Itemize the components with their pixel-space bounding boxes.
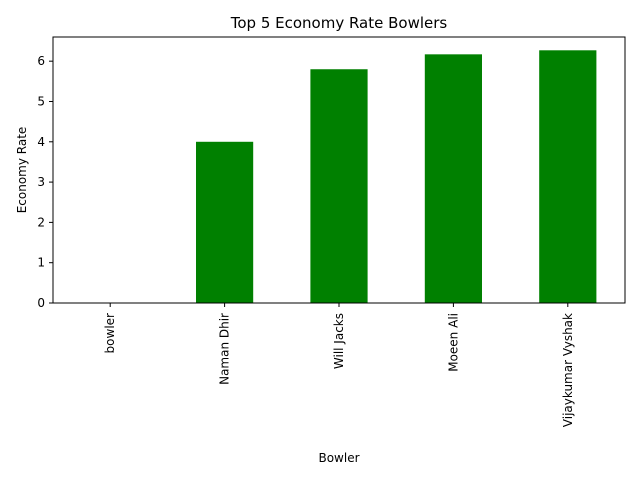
plot-frame: [52, 36, 626, 304]
x-tick-label: Naman Dhir: [218, 313, 232, 385]
bar: [196, 141, 254, 303]
x-tick-label: bowler: [103, 313, 117, 353]
bar: [310, 69, 368, 303]
x-axis-ticks: bowler Naman Dhir Will Jacks Moeen Ali Vijay…: [103, 303, 575, 427]
bars: [196, 50, 597, 303]
y-tick-label: 5: [37, 94, 45, 108]
y-tick-label: 3: [37, 175, 45, 189]
bar: [539, 50, 597, 303]
y-tick-label: 2: [37, 215, 45, 229]
x-axis-label: Bowler: [318, 451, 359, 465]
bar: [424, 54, 482, 303]
x-tick-label: Will Jacks: [332, 313, 346, 369]
y-axis-label: Economy Rate: [15, 127, 29, 214]
y-tick-label: 6: [37, 54, 45, 68]
x-tick-label: Moeen Ali: [446, 313, 460, 372]
y-tick-label: 1: [37, 256, 45, 270]
y-tick-label: 4: [37, 135, 45, 149]
y-axis-ticks: 0 1 2 3 4 5 6: [37, 54, 53, 310]
x-tick-label: Vijaykumar Vyshak: [561, 313, 575, 427]
chart-title: Top 5 Economy Rate Bowlers: [230, 14, 448, 32]
y-tick-label: 0: [37, 296, 45, 310]
